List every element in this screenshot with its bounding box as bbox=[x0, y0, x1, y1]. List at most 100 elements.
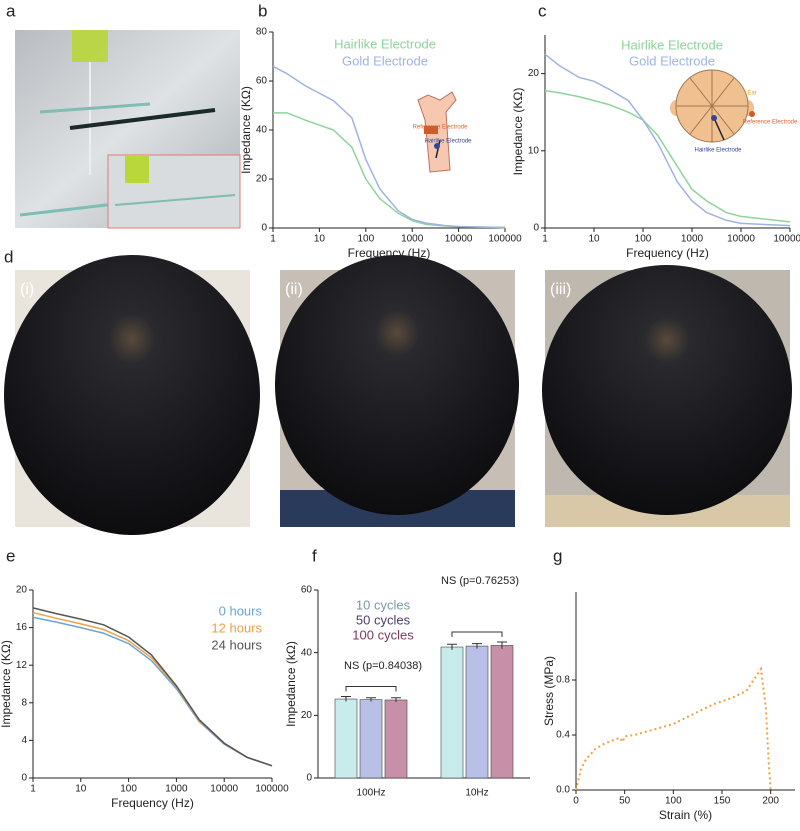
y-tick-label: 0.4 bbox=[556, 730, 570, 741]
y-axis-label: Impedance (KΩ) bbox=[0, 640, 13, 728]
y-tick-label: 4 bbox=[21, 735, 27, 746]
photo-sublabel: (ii) bbox=[285, 281, 303, 298]
annotation: Hairlike Electrode bbox=[694, 148, 742, 154]
photo-d bbox=[4, 255, 792, 535]
bar bbox=[359, 699, 383, 779]
x-axis-label: Strain (%) bbox=[659, 808, 712, 822]
annotation: NS (p=0.76253) bbox=[441, 575, 519, 587]
x-tick-label: 100000 bbox=[488, 234, 522, 245]
legend-label: 10 cycles bbox=[356, 597, 411, 612]
bar bbox=[490, 645, 514, 779]
x-tick-label: 100Hz bbox=[357, 788, 386, 799]
significance-bracket bbox=[451, 631, 503, 638]
y-tick-label: 0 bbox=[306, 773, 312, 784]
y-tick-label: 10 bbox=[528, 145, 540, 156]
x-tick-label: 200 bbox=[762, 796, 779, 807]
error-bar bbox=[341, 696, 351, 702]
y-tick-label: 20 bbox=[16, 585, 28, 596]
x-tick-label: 100 bbox=[357, 234, 374, 245]
y-tick-label: 40 bbox=[301, 647, 313, 658]
error-bar bbox=[391, 697, 401, 703]
legend-label: 24 hours bbox=[211, 637, 262, 652]
line-series bbox=[272, 65, 506, 229]
panel-label: b bbox=[258, 1, 267, 20]
photo-sublabel: (i) bbox=[20, 281, 34, 298]
x-tick-label: 100 bbox=[635, 234, 652, 245]
legend-label: 50 cycles bbox=[356, 612, 411, 627]
annotation: Reference Electrode bbox=[413, 125, 468, 131]
x-tick-label: 10000 bbox=[210, 784, 238, 795]
bar bbox=[440, 646, 464, 779]
y-axis-label: Impedance (KΩ) bbox=[239, 86, 253, 174]
x-tick-label: 1 bbox=[30, 784, 36, 795]
x-tick-label: 100000 bbox=[255, 784, 289, 795]
y-tick-label: 0 bbox=[533, 223, 539, 234]
y-tick-label: 0 bbox=[261, 223, 267, 234]
x-tick-label: 150 bbox=[714, 796, 731, 807]
x-tick-label: 10Hz bbox=[465, 788, 488, 799]
panel-label: a bbox=[6, 1, 16, 20]
line-series bbox=[544, 89, 791, 223]
head-inset bbox=[670, 69, 755, 143]
x-tick-label: 1000 bbox=[681, 234, 704, 245]
hand-inset bbox=[417, 91, 457, 173]
x-tick-label: 100000 bbox=[773, 234, 800, 245]
panel-label: e bbox=[6, 546, 15, 565]
x-tick-label: 10000 bbox=[727, 234, 755, 245]
x-tick-label: 1000 bbox=[165, 784, 188, 795]
line-series bbox=[273, 112, 506, 229]
legend-label: 0 hours bbox=[219, 603, 263, 618]
x-axis-label: Frequency (Hz) bbox=[626, 246, 709, 260]
x-tick-label: 1000 bbox=[401, 234, 424, 245]
x-tick-label: 10000 bbox=[445, 234, 473, 245]
y-tick-label: 0.0 bbox=[556, 785, 570, 796]
annotation: Ear bbox=[747, 91, 756, 97]
y-axis-label: Impedance (kΩ) bbox=[284, 641, 298, 727]
photo-sublabel: (iii) bbox=[550, 281, 571, 298]
error-bar bbox=[472, 643, 482, 649]
significance-bracket bbox=[345, 686, 397, 692]
y-tick-label: 0.8 bbox=[556, 675, 570, 686]
error-bar bbox=[366, 697, 376, 702]
x-tick-label: 100 bbox=[120, 784, 137, 795]
x-tick-label: 10 bbox=[314, 234, 326, 245]
x-tick-label: 50 bbox=[619, 796, 631, 807]
panel-label: f bbox=[312, 546, 317, 565]
legend-label: 12 hours bbox=[211, 620, 262, 635]
line-series bbox=[32, 611, 273, 767]
x-tick-label: 10 bbox=[588, 234, 600, 245]
y-axis-label: Stress (MPa) bbox=[542, 656, 556, 726]
y-axis-label: Impedance (KΩ) bbox=[511, 88, 525, 176]
bar bbox=[465, 645, 489, 779]
y-tick-label: 60 bbox=[301, 585, 313, 596]
legend-label: Gold Electrode bbox=[342, 53, 428, 68]
line-series bbox=[32, 607, 273, 767]
error-bar bbox=[447, 643, 457, 650]
y-tick-label: 0 bbox=[21, 773, 27, 784]
y-tick-label: 20 bbox=[528, 68, 540, 79]
x-tick-label: 0 bbox=[573, 796, 579, 807]
x-tick-label: 1 bbox=[542, 234, 548, 245]
y-tick-label: 8 bbox=[21, 697, 27, 708]
bar bbox=[384, 699, 408, 779]
y-tick-label: 12 bbox=[16, 660, 28, 671]
annotation: Hairlike Electrode bbox=[424, 139, 472, 145]
error-bar bbox=[497, 641, 507, 649]
y-tick-label: 80 bbox=[256, 27, 268, 38]
x-tick-label: 10 bbox=[75, 784, 87, 795]
x-tick-label: 100 bbox=[665, 796, 682, 807]
panel-label: d bbox=[4, 247, 13, 266]
x-axis-label: Frequency (Hz) bbox=[111, 796, 194, 810]
annotation: NS (p=0.84038) bbox=[344, 660, 422, 672]
y-tick-label: 20 bbox=[301, 710, 313, 721]
y-tick-label: 16 bbox=[16, 622, 28, 633]
y-tick-label: 20 bbox=[256, 174, 268, 185]
x-tick-label: 1 bbox=[270, 234, 276, 245]
legend-label: Gold Electrode bbox=[629, 53, 715, 68]
legend-label: 100 cycles bbox=[352, 627, 414, 642]
panel-label: c bbox=[538, 1, 547, 20]
x-axis-label: Frequency (Hz) bbox=[348, 246, 431, 260]
y-tick-label: 60 bbox=[256, 76, 268, 87]
